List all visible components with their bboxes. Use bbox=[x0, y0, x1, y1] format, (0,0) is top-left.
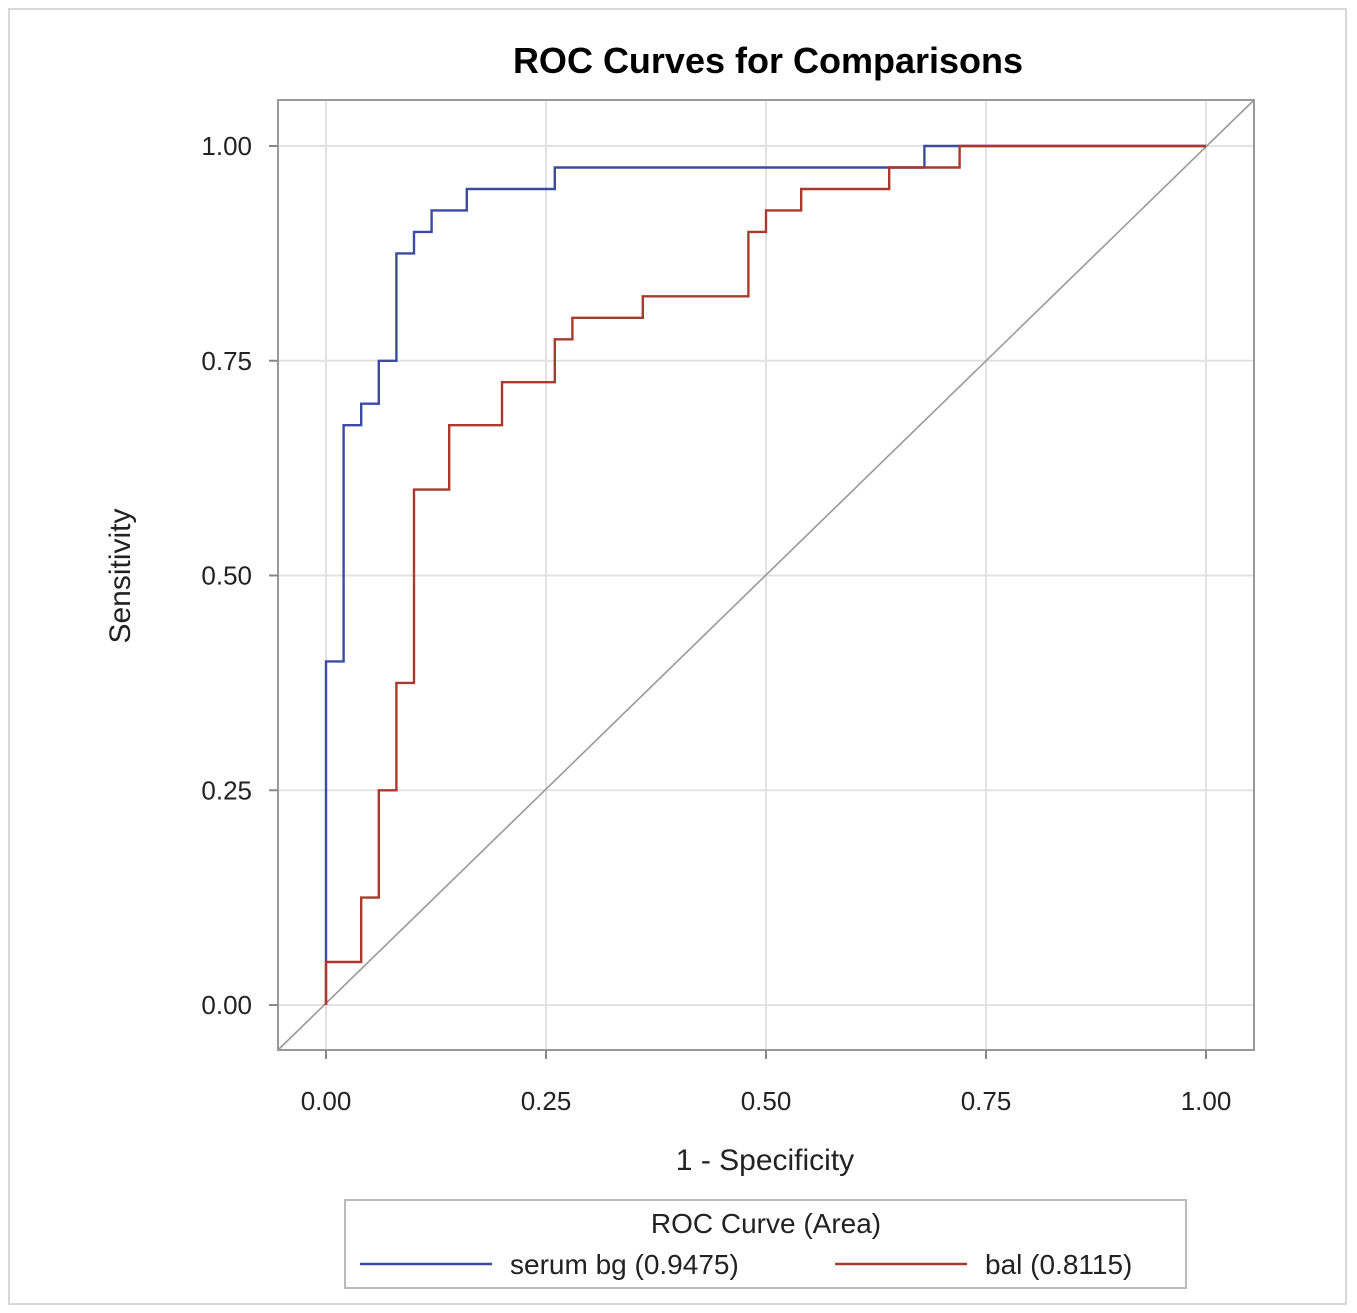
legend-label-bal: bal (0.8115) bbox=[985, 1249, 1132, 1280]
legend: ROC Curve (Area) serum bg (0.9475) bal (… bbox=[344, 1199, 1187, 1289]
legend-label-serum-bg: serum bg (0.9475) bbox=[510, 1249, 739, 1280]
x-axis-ticks: 0.00 0.25 0.50 0.75 1.00 bbox=[301, 1050, 1232, 1116]
x-tick-label: 0.75 bbox=[961, 1086, 1012, 1116]
legend-box bbox=[344, 1199, 1187, 1289]
legend-title: ROC Curve (Area) bbox=[651, 1208, 881, 1239]
x-axis-label: 1 - Specificity bbox=[676, 1144, 854, 1177]
reference-line bbox=[277, 99, 1255, 1051]
x-tick-label: 0.25 bbox=[521, 1086, 572, 1116]
x-tick-label: 0.50 bbox=[741, 1086, 792, 1116]
series-line-serum-bg bbox=[324, 144, 1206, 1005]
y-axis-ticks: 0.00 0.25 0.50 0.75 1.00 bbox=[201, 131, 278, 1020]
y-tick-label: 0.25 bbox=[201, 775, 252, 805]
x-tick-label: 1.00 bbox=[1181, 1086, 1232, 1116]
chart-title: ROC Curves for Comparisons bbox=[513, 40, 1023, 81]
x-tick-label: 0.00 bbox=[301, 1086, 352, 1116]
y-tick-label: 0.00 bbox=[201, 990, 252, 1020]
y-axis-label: Sensitivity bbox=[104, 508, 137, 643]
y-tick-label: 0.75 bbox=[201, 346, 252, 376]
reference-diagonal bbox=[277, 99, 1255, 1051]
y-tick-label: 0.50 bbox=[201, 561, 252, 591]
y-tick-label: 1.00 bbox=[201, 131, 252, 161]
chart-frame bbox=[8, 8, 1347, 1305]
series-line-bal bbox=[324, 144, 1206, 1005]
series-lines bbox=[324, 144, 1206, 1005]
